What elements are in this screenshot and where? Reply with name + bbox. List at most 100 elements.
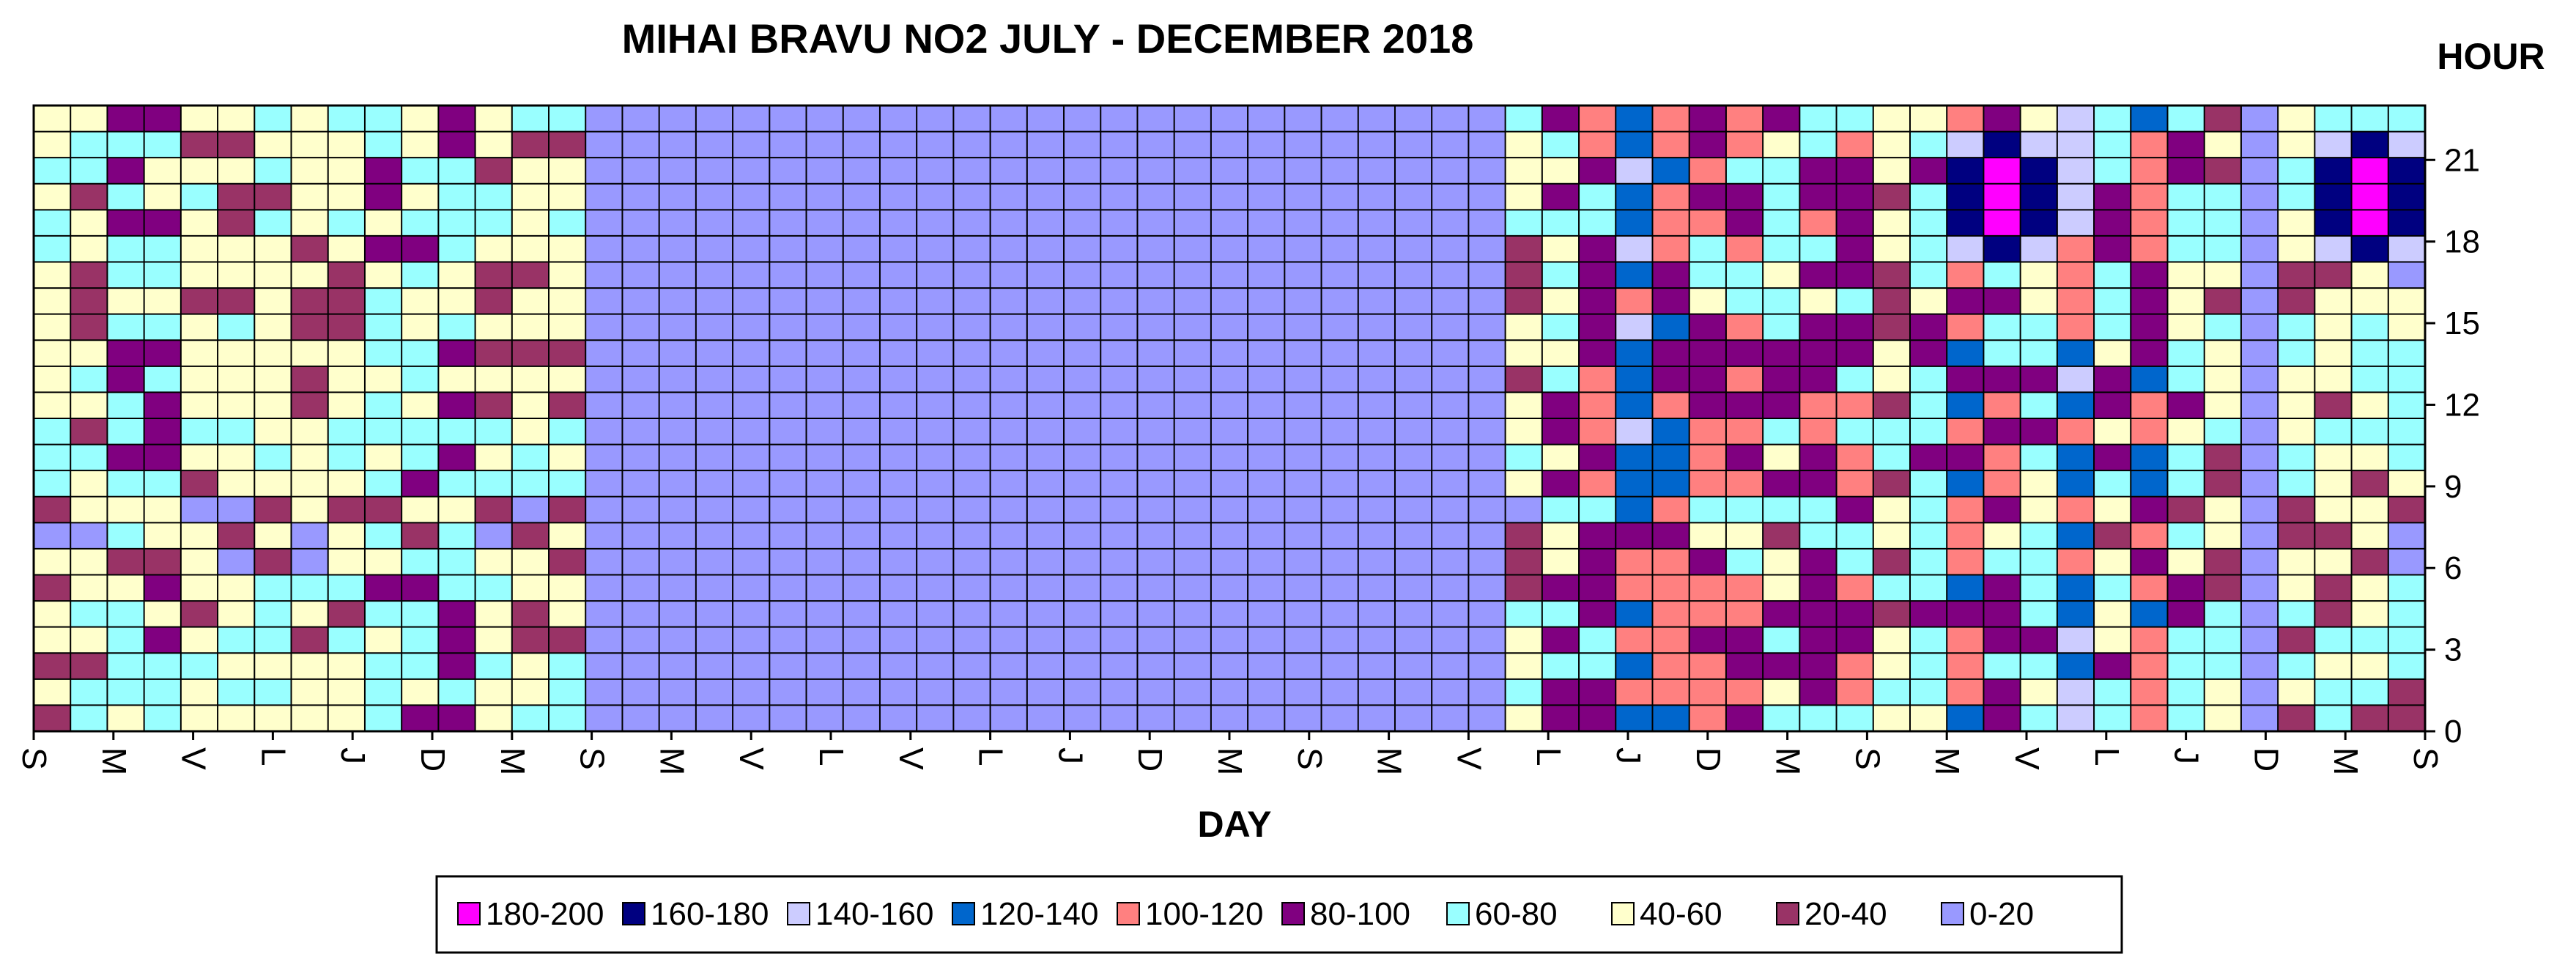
heatmap-cell: [1579, 496, 1616, 523]
heatmap-cell: [1248, 210, 1285, 237]
heatmap-cell: [1579, 522, 1616, 550]
heatmap-cell: [990, 235, 1028, 263]
x-tick-label: S: [1848, 747, 1887, 770]
heatmap-cell: [1541, 288, 1580, 315]
heatmap-cell: [1321, 210, 1359, 237]
heatmap-cell: [327, 183, 366, 210]
heatmap-cell: [2057, 131, 2095, 158]
heatmap-cell: [34, 314, 71, 341]
heatmap-cell: [2094, 548, 2131, 576]
heatmap-cell: [1505, 210, 1543, 237]
heatmap-cell: [218, 340, 255, 367]
heatmap-cell: [2131, 653, 2169, 680]
heatmap-cell: [218, 574, 255, 602]
legend-label: 40-60: [1640, 896, 1722, 932]
heatmap-cell: [549, 314, 586, 341]
heatmap-cell: [622, 574, 660, 602]
heatmap-cell: [2314, 106, 2353, 133]
legend-label: 60-80: [1475, 896, 1558, 932]
heatmap-cell: [1248, 496, 1285, 523]
heatmap-cell: [622, 444, 660, 471]
heatmap-cell: [549, 106, 586, 133]
heatmap-cell: [1909, 288, 1947, 315]
heatmap-cell: [1284, 470, 1322, 498]
heatmap-cell: [327, 679, 366, 706]
heatmap-cell: [2278, 366, 2315, 393]
heatmap-cell: [1100, 626, 1139, 654]
heatmap-cell: [1873, 626, 1911, 654]
heatmap-cell: [843, 574, 881, 602]
heatmap-cell: [107, 444, 145, 471]
legend-label: 80-100: [1310, 896, 1410, 932]
heatmap-cell: [438, 705, 476, 732]
heatmap-cell: [953, 288, 991, 315]
heatmap-cell: [1836, 418, 1874, 445]
heatmap-cell: [2314, 210, 2353, 237]
heatmap-cell: [1505, 496, 1543, 523]
heatmap-cell: [1064, 418, 1101, 445]
heatmap-cell: [1505, 392, 1543, 419]
heatmap-cell: [2204, 158, 2242, 185]
legend-swatch: [787, 902, 810, 925]
heatmap-cell: [1432, 314, 1469, 341]
heatmap-cell: [2240, 470, 2279, 498]
heatmap-cell: [917, 626, 954, 654]
heatmap-cell: [1174, 262, 1212, 289]
heatmap-cell: [879, 158, 917, 185]
heatmap-cell: [1689, 574, 1727, 602]
heatmap-cell: [144, 392, 182, 419]
heatmap-cell: [769, 705, 807, 732]
heatmap-cell: [364, 183, 402, 210]
heatmap-cell: [1137, 366, 1175, 393]
heatmap-cell: [1799, 210, 1837, 237]
heatmap-cell: [2351, 106, 2389, 133]
heatmap-cell: [401, 444, 439, 471]
heatmap-cell: [2204, 574, 2242, 602]
heatmap-cell: [1137, 314, 1175, 341]
heatmap-cell: [1100, 262, 1139, 289]
heatmap-cell: [733, 262, 770, 289]
heatmap-cell: [1615, 522, 1654, 550]
heatmap-cell: [659, 340, 697, 367]
heatmap-cell: [475, 288, 513, 315]
heatmap-cell: [2020, 392, 2058, 419]
heatmap-cell: [1541, 106, 1580, 133]
heatmap-cell: [291, 418, 329, 445]
heatmap-cell: [2351, 496, 2389, 523]
heatmap-cell: [144, 366, 182, 393]
heatmap-cell: [1137, 158, 1175, 185]
heatmap-cell: [1947, 601, 1985, 628]
heatmap-cell: [511, 574, 549, 602]
heatmap-cell: [806, 210, 844, 237]
heatmap-cell: [2131, 705, 2169, 732]
heatmap-cell: [879, 444, 917, 471]
heatmap-cell: [806, 496, 844, 523]
heatmap-cell: [1579, 574, 1616, 602]
x-tick-label: J: [2168, 747, 2206, 764]
heatmap-cell: [1432, 574, 1469, 602]
heatmap-cell: [1468, 418, 1506, 445]
heatmap-cell: [1248, 366, 1285, 393]
heatmap-cell: [364, 679, 402, 706]
heatmap-cell: [364, 106, 402, 133]
heatmap-cell: [2131, 470, 2169, 498]
heatmap-cell: [1137, 418, 1175, 445]
heatmap-cell: [254, 548, 292, 576]
heatmap-cell: [401, 626, 439, 654]
heatmap-cell: [806, 601, 844, 628]
heatmap-cell: [70, 288, 108, 315]
heatmap-cell: [585, 601, 623, 628]
heatmap-cell: [1137, 522, 1175, 550]
heatmap-cell: [218, 262, 255, 289]
heatmap-cell: [475, 262, 513, 289]
heatmap-cell: [1026, 262, 1065, 289]
heatmap-cell: [1983, 418, 2021, 445]
heatmap-cell: [1983, 548, 2021, 576]
heatmap-cell: [511, 470, 549, 498]
heatmap-cell: [511, 679, 549, 706]
heatmap-cell: [2240, 183, 2279, 210]
x-tick-label: M: [95, 747, 133, 775]
heatmap-cell: [1836, 158, 1874, 185]
heatmap-cell: [1725, 705, 1763, 732]
